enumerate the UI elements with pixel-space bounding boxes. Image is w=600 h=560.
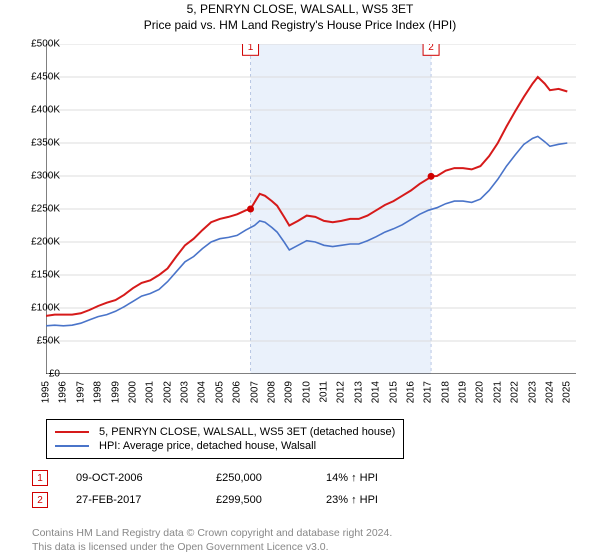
x-tick-label: 2013 [353,381,364,403]
transaction-delta: 23% ↑ HPI [326,494,446,506]
y-tick-label: £100K [16,303,60,314]
x-tick-label: 1997 [75,381,86,403]
transaction-marker-icon: 1 [32,470,48,486]
x-tick-label: 2009 [284,381,295,403]
x-tick-label: 2020 [475,381,486,403]
x-tick-label: 2007 [249,381,260,403]
y-tick-label: £150K [16,270,60,281]
x-tick-label: 2015 [388,381,399,403]
y-tick-label: £50K [16,336,60,347]
svg-text:1: 1 [248,44,254,53]
chart-container: { "title": { "line1": "5, PENRYN CLOSE, … [0,0,600,560]
x-tick-label: 2014 [371,381,382,403]
chart-svg: 12 [46,44,576,374]
x-tick-label: 2002 [162,381,173,403]
svg-text:2: 2 [428,44,434,53]
footer-line: This data is licensed under the Open Gov… [32,540,392,554]
y-tick-label: £450K [16,72,60,83]
transaction-delta: 14% ↑ HPI [326,472,446,484]
legend-label: 5, PENRYN CLOSE, WALSALL, WS5 3ET (detac… [99,426,395,438]
x-tick-label: 2000 [127,381,138,403]
x-tick-label: 2011 [319,381,330,403]
x-tick-label: 2022 [510,381,521,403]
transaction-marker-icon: 2 [32,492,48,508]
chart-title-block: 5, PENRYN CLOSE, WALSALL, WS5 3ET Price … [0,0,600,32]
transaction-row: 1 09-OCT-2006 £250,000 14% ↑ HPI [32,470,446,486]
x-tick-label: 2019 [458,381,469,403]
x-tick-label: 2023 [527,381,538,403]
legend-item: 5, PENRYN CLOSE, WALSALL, WS5 3ET (detac… [55,426,395,438]
legend-swatch [55,431,89,433]
x-tick-label: 2012 [336,381,347,403]
x-tick-label: 2004 [197,381,208,403]
footer: Contains HM Land Registry data © Crown c… [32,526,392,554]
y-tick-label: £500K [16,39,60,50]
x-tick-label: 2018 [440,381,451,403]
transaction-price: £250,000 [216,472,326,484]
x-tick-label: 2024 [544,381,555,403]
y-tick-label: £200K [16,237,60,248]
x-tick-label: 2017 [423,381,434,403]
footer-line: Contains HM Land Registry data © Crown c… [32,526,392,540]
chart-area: 12 [46,44,576,374]
y-tick-label: £250K [16,204,60,215]
x-tick-label: 2001 [145,381,156,403]
y-tick-label: £350K [16,138,60,149]
transaction-date: 27-FEB-2017 [76,494,216,506]
x-tick-label: 2003 [180,381,191,403]
transaction-row: 2 27-FEB-2017 £299,500 23% ↑ HPI [32,492,446,508]
legend-label: HPI: Average price, detached house, Wals… [99,440,316,452]
x-tick-label: 1996 [58,381,69,403]
x-tick-label: 2005 [214,381,225,403]
y-tick-label: £400K [16,105,60,116]
title-subtitle: Price paid vs. HM Land Registry's House … [0,18,600,32]
title-address: 5, PENRYN CLOSE, WALSALL, WS5 3ET [0,2,600,16]
x-tick-label: 2016 [405,381,416,403]
legend: 5, PENRYN CLOSE, WALSALL, WS5 3ET (detac… [46,419,404,459]
transaction-price: £299,500 [216,494,326,506]
x-tick-label: 2008 [266,381,277,403]
x-tick-label: 1995 [41,381,52,403]
x-tick-label: 2006 [232,381,243,403]
x-tick-label: 2010 [301,381,312,403]
x-tick-label: 2021 [492,381,503,403]
transaction-table: 1 09-OCT-2006 £250,000 14% ↑ HPI 2 27-FE… [32,464,446,514]
legend-item: HPI: Average price, detached house, Wals… [55,440,395,452]
x-tick-label: 1999 [110,381,121,403]
y-tick-label: £0 [16,369,60,380]
x-tick-label: 2025 [562,381,573,403]
x-tick-label: 1998 [93,381,104,403]
transaction-date: 09-OCT-2006 [76,472,216,484]
y-tick-label: £300K [16,171,60,182]
legend-swatch [55,445,89,447]
